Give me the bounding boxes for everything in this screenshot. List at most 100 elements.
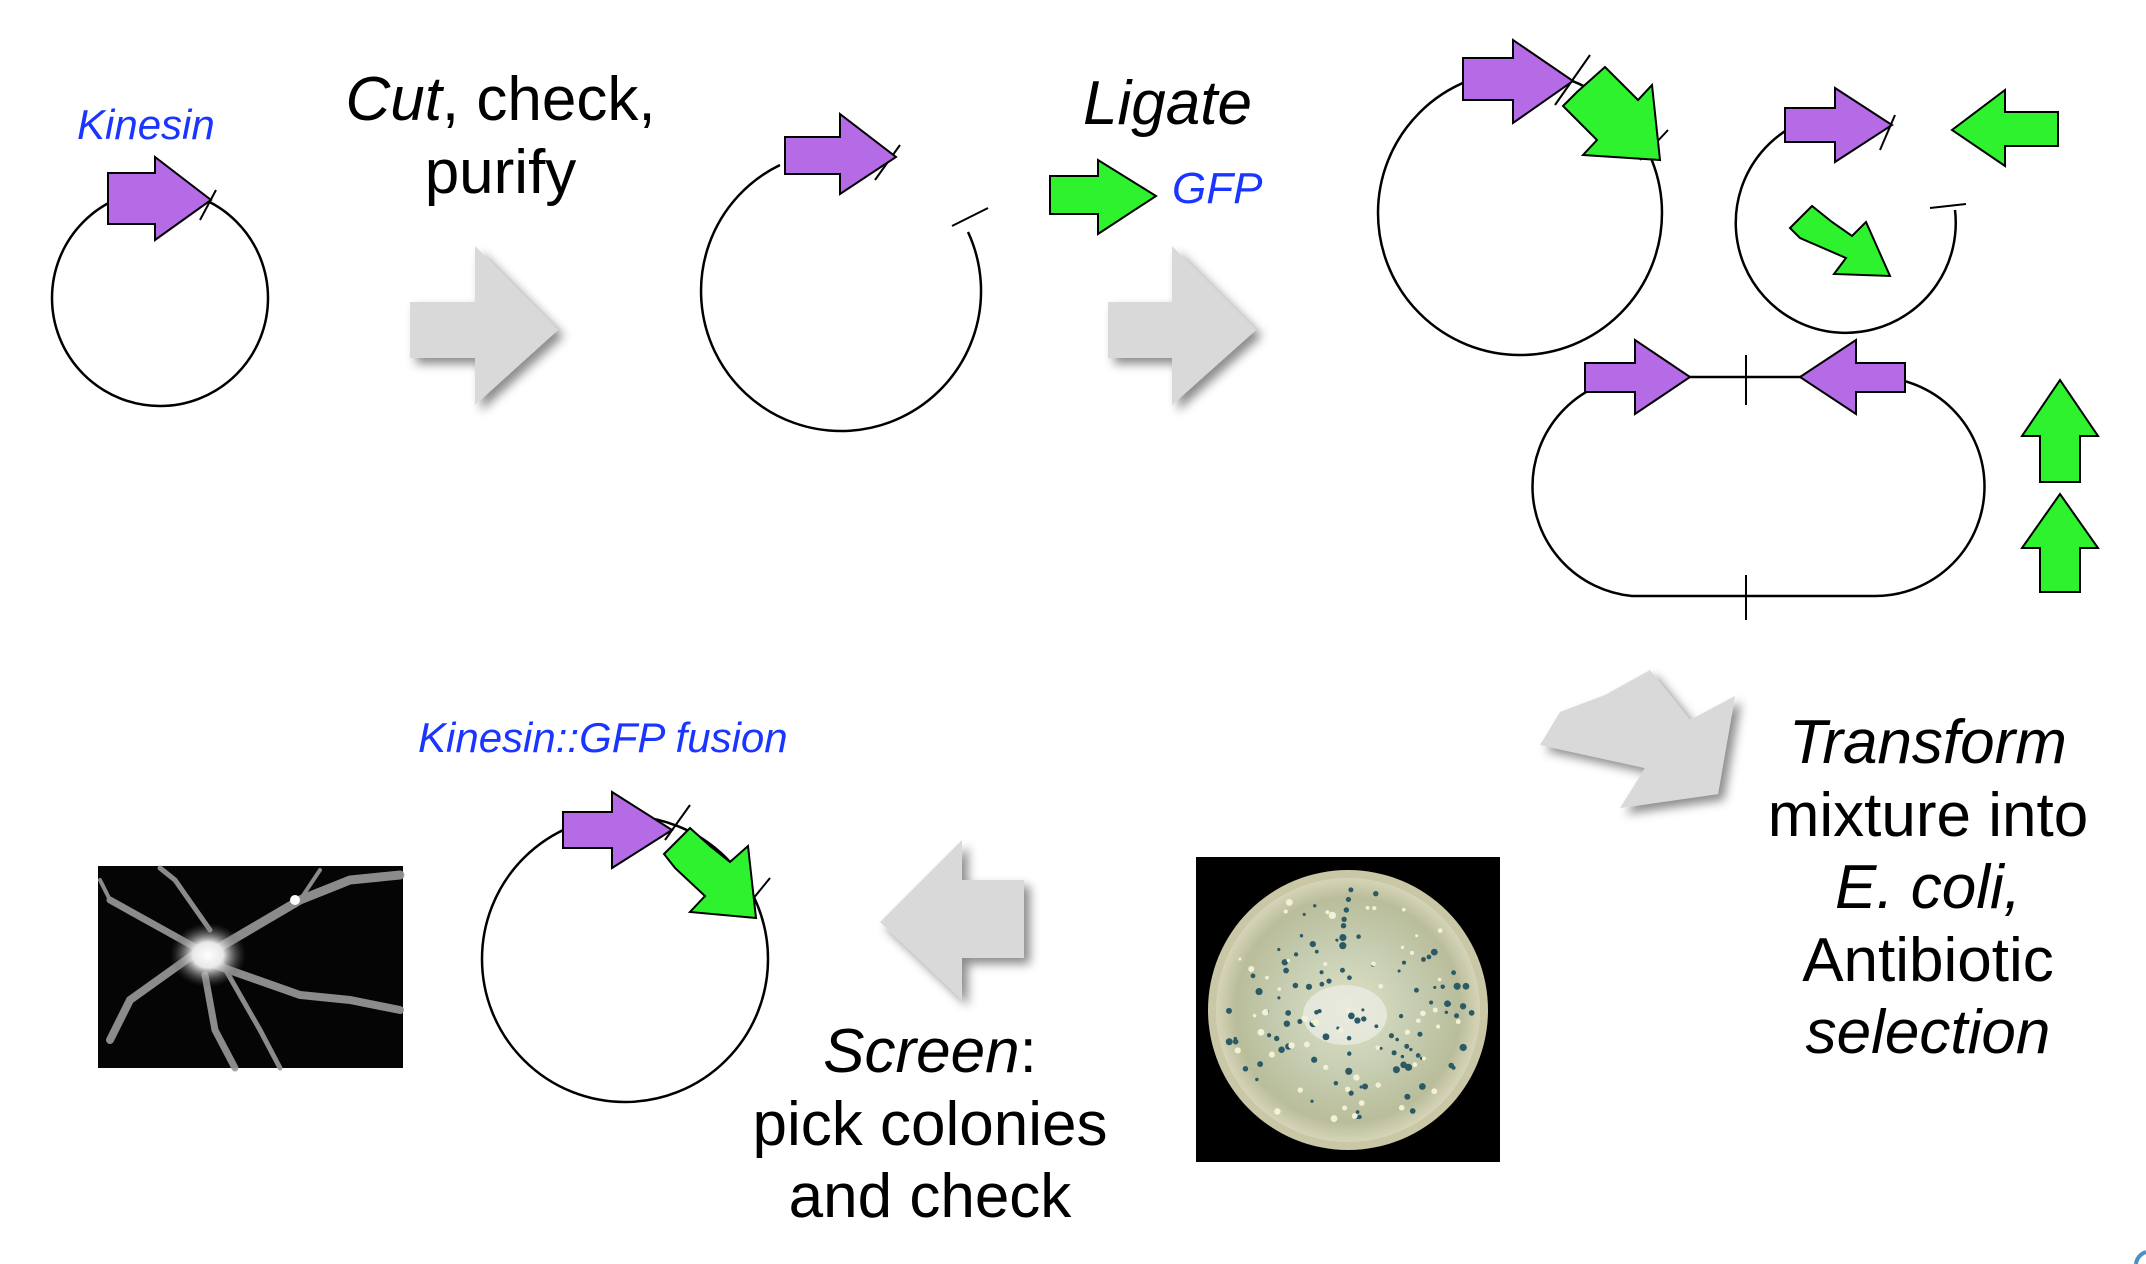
colony — [1326, 978, 1332, 984]
colony — [1415, 1053, 1421, 1058]
colony — [1335, 938, 1339, 942]
colony — [1355, 1110, 1360, 1114]
ligation-product-fusion — [1376, 38, 1669, 357]
transform-verb: Transform — [1789, 708, 2067, 777]
colony — [1398, 1013, 1404, 1019]
colony — [1348, 1012, 1355, 1020]
colony — [1409, 950, 1415, 955]
colony — [1373, 891, 1379, 897]
colony — [1451, 1065, 1456, 1070]
colony — [1319, 981, 1325, 987]
colony — [1421, 957, 1426, 962]
colony — [1297, 1087, 1303, 1093]
colony — [1413, 987, 1419, 993]
colony — [1343, 907, 1350, 913]
colony — [1277, 947, 1281, 952]
screen-line2: pick colonies — [752, 1089, 1108, 1159]
colony — [1430, 948, 1438, 956]
colony — [1401, 960, 1407, 965]
process-arrow-left — [880, 840, 1024, 1000]
corner-mark — [2134, 1250, 2146, 1264]
colony — [1339, 933, 1347, 942]
colony — [1313, 904, 1317, 908]
colony — [1351, 1113, 1358, 1119]
screen-verb: Screen — [823, 1017, 1020, 1086]
transform-line4: Antibiotic — [1802, 925, 2054, 995]
kinesin-arrow-fusion — [562, 790, 674, 870]
colony — [1292, 982, 1299, 989]
colony — [1459, 1003, 1467, 1010]
free-gfp-inserts — [2020, 378, 2100, 593]
colony — [1248, 966, 1255, 973]
label-kinesin: Kinesin — [77, 101, 215, 148]
plasmid-cut — [699, 111, 989, 433]
colony — [1303, 1041, 1310, 1048]
colony — [1417, 1031, 1423, 1037]
step-cut-label: Cut, check, purify — [308, 64, 693, 209]
colony — [1347, 1051, 1352, 1056]
plasmid-fusion — [480, 790, 771, 1104]
colony — [1400, 1054, 1405, 1059]
colony — [1342, 1105, 1348, 1111]
colony — [1391, 1050, 1397, 1056]
colony — [1453, 982, 1461, 990]
colony — [1375, 1045, 1380, 1050]
colony — [1401, 907, 1406, 912]
colony — [1277, 987, 1282, 991]
colony — [1437, 928, 1443, 933]
colony — [1268, 1051, 1275, 1058]
colony — [1415, 934, 1419, 938]
colony — [1437, 977, 1442, 982]
label-fusion: Kinesin::GFP fusion — [418, 714, 788, 761]
colony — [1426, 954, 1432, 960]
colony — [1365, 905, 1370, 910]
colony — [1285, 1010, 1292, 1016]
colony — [1395, 1037, 1399, 1042]
colony — [1433, 985, 1437, 990]
colony — [1404, 1043, 1410, 1049]
neuron-micrograph — [98, 865, 405, 1072]
colony — [1322, 1033, 1330, 1041]
colony — [1274, 1108, 1281, 1115]
label-gfp: GFP — [1172, 164, 1263, 213]
colony — [1362, 1083, 1369, 1090]
colony — [1431, 1088, 1438, 1095]
kinesin-arrow-cut — [784, 111, 898, 196]
colony — [1416, 1018, 1421, 1024]
gfp-arrow-fusion — [662, 826, 758, 920]
colony — [1330, 1115, 1338, 1122]
colony — [1447, 1002, 1452, 1006]
colony — [1371, 961, 1376, 967]
colony — [1409, 1047, 1413, 1052]
colony — [1265, 975, 1269, 980]
colony — [1345, 1008, 1351, 1014]
colony — [1288, 1042, 1295, 1049]
colony — [1297, 1018, 1303, 1025]
ligation-product-dimer — [1531, 338, 1986, 620]
colony — [1418, 1083, 1426, 1090]
colony — [1340, 922, 1347, 929]
colony — [1234, 1047, 1241, 1054]
white-colonies — [1234, 899, 1461, 1122]
colony — [1283, 909, 1288, 914]
screen-colon: : — [1019, 1017, 1037, 1086]
colony — [1372, 906, 1377, 911]
colony — [1356, 934, 1361, 939]
colony — [1348, 1090, 1354, 1096]
colony — [1338, 1027, 1344, 1034]
transform-line5: selection — [1805, 998, 2051, 1068]
colony — [1232, 1038, 1239, 1045]
colony — [1435, 1024, 1441, 1029]
colony — [1286, 958, 1291, 963]
colony — [1310, 1099, 1314, 1103]
colony — [1226, 1007, 1232, 1014]
cut-rest: , check, — [441, 65, 656, 134]
colony — [1250, 973, 1256, 979]
colony — [1323, 962, 1328, 966]
colony — [1454, 1013, 1460, 1019]
colony — [1301, 1015, 1308, 1022]
colony — [1361, 1008, 1365, 1012]
colony — [1278, 1046, 1285, 1053]
ligation-product-open — [1734, 86, 2059, 335]
